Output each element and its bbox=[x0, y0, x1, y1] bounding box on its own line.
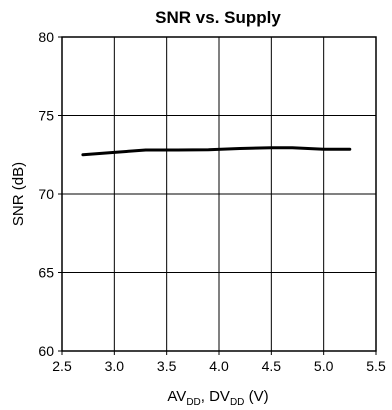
x-tick-label: 4.0 bbox=[209, 358, 229, 374]
series-line bbox=[81, 146, 352, 157]
y-axis-label: SNR (dB) bbox=[10, 162, 27, 226]
y-tick-label: 70 bbox=[38, 186, 54, 202]
plot-frame bbox=[61, 36, 377, 352]
series-layer bbox=[81, 146, 352, 157]
x-axis-label: AVDD, DVDD (V) bbox=[167, 388, 268, 408]
y-tick-label: 75 bbox=[38, 108, 54, 124]
grid bbox=[61, 36, 377, 352]
y-axis-ticks: 60 65 70 75 80 bbox=[38, 29, 62, 359]
y-tick-label: 65 bbox=[38, 265, 54, 281]
x-tick-label: 5.5 bbox=[366, 358, 386, 374]
x-tick-label: 2.5 bbox=[52, 358, 72, 374]
y-tick-label: 60 bbox=[38, 343, 54, 359]
x-tick-label: 3.0 bbox=[105, 358, 125, 374]
chart-title: SNR vs. Supply bbox=[155, 8, 281, 27]
y-tick-label: 80 bbox=[38, 29, 54, 45]
x-tick-label: 5.0 bbox=[314, 358, 334, 374]
x-tick-label: 3.5 bbox=[157, 358, 177, 374]
x-tick-label: 4.5 bbox=[262, 358, 282, 374]
x-axis-ticks: 2.5 3.0 3.5 4.0 4.5 5.0 5.5 bbox=[52, 351, 386, 374]
